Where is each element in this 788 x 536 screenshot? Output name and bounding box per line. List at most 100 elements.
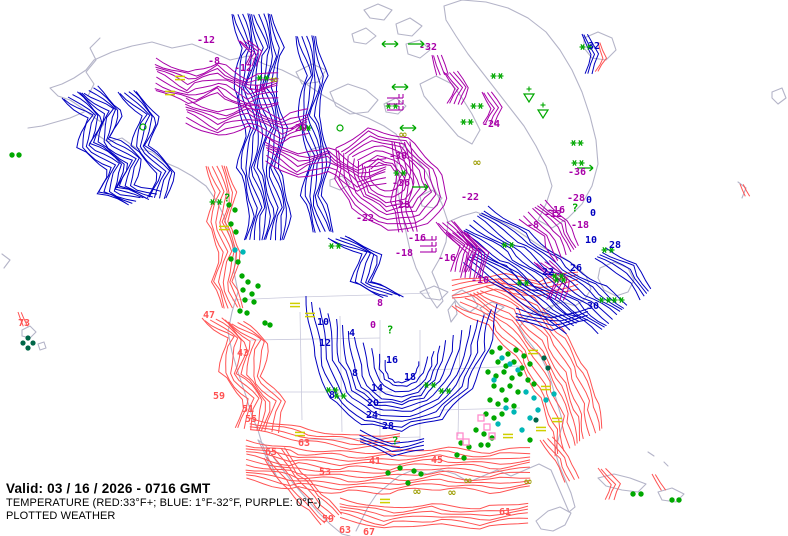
station-symbol-dot bbox=[458, 440, 464, 446]
station-symbol-snow bbox=[516, 279, 530, 287]
contours-red-warm bbox=[17, 41, 751, 530]
station-symbol-snow bbox=[598, 296, 612, 304]
station-symbol-sq bbox=[456, 432, 464, 440]
station-symbol-ddot bbox=[20, 340, 26, 346]
station-symbol-snow bbox=[570, 139, 584, 147]
contour-label: 4 bbox=[349, 328, 355, 339]
contour-label: -16 bbox=[547, 205, 565, 216]
station-symbol-haze bbox=[305, 312, 315, 318]
station-symbol-snow bbox=[470, 102, 484, 110]
station-symbol-dot bbox=[491, 383, 497, 389]
contour-label: 8 bbox=[377, 298, 383, 309]
svg-text:∞: ∞ bbox=[412, 485, 421, 498]
station-symbol-dot bbox=[226, 202, 232, 208]
contour-label: -36 bbox=[392, 178, 410, 189]
station-symbol-dot bbox=[527, 361, 533, 367]
contour-label: 16 bbox=[386, 355, 398, 366]
contour-label: -10 bbox=[471, 275, 489, 286]
contour-label: 22 bbox=[542, 267, 554, 278]
station-symbol-snow bbox=[438, 387, 452, 395]
station-symbol-inf: ∞ bbox=[472, 156, 481, 169]
contour-label: 67 bbox=[363, 527, 375, 536]
station-symbol-cdot bbox=[543, 397, 549, 403]
contours-purple-frigid bbox=[154, 39, 579, 301]
station-symbol-dot bbox=[251, 299, 257, 305]
svg-text:?: ? bbox=[392, 435, 399, 448]
station-symbol-haze bbox=[295, 431, 305, 437]
contour-label: -8 bbox=[527, 220, 539, 231]
station-symbol-snow bbox=[553, 276, 567, 284]
station-symbol-dot bbox=[485, 442, 491, 448]
station-symbol-dot bbox=[525, 377, 531, 383]
station-symbol-barb bbox=[420, 236, 437, 241]
station-symbol-sq bbox=[477, 414, 485, 422]
contour-label: 0 bbox=[590, 208, 596, 219]
station-symbol-oc bbox=[139, 123, 147, 131]
station-symbol-haze bbox=[528, 349, 538, 355]
station-plots: ? ∞ ∞ ∞ ∞ ∞ ∞ ∞??? bbox=[9, 40, 682, 504]
station-symbol-barb bbox=[387, 100, 404, 105]
station-symbol-ddot bbox=[545, 365, 551, 371]
contour-label: 47 bbox=[203, 310, 215, 321]
station-symbol-haze bbox=[536, 426, 546, 432]
station-symbol-snow bbox=[333, 392, 347, 400]
station-symbol-q: ? bbox=[392, 435, 399, 448]
station-symbol-dot bbox=[239, 273, 245, 279]
station-symbol-snow bbox=[501, 241, 515, 249]
map-footer: Valid: 03 / 16 / 2026 - 0716 GMT TEMPERA… bbox=[6, 481, 321, 523]
station-symbol-haze bbox=[503, 433, 513, 439]
station-symbol-dot bbox=[16, 152, 22, 158]
svg-text:?: ? bbox=[224, 192, 231, 205]
contour-label: -20 bbox=[289, 123, 307, 134]
temperature-legend-label: TEMPERATURE (RED:33°F+; BLUE: 1°F-32°F, … bbox=[6, 496, 322, 509]
contour-label: 51 bbox=[242, 404, 254, 415]
station-symbol-arl bbox=[399, 124, 417, 132]
station-symbol-snow bbox=[393, 169, 407, 177]
station-symbol-dot bbox=[485, 369, 491, 375]
contour-label: 28 bbox=[382, 421, 394, 432]
station-symbol-sq bbox=[488, 432, 496, 440]
station-symbol-dot bbox=[237, 308, 243, 314]
station-symbol-dot bbox=[499, 387, 505, 393]
station-symbol-cdot bbox=[535, 407, 541, 413]
station-symbol-dot bbox=[515, 389, 521, 395]
station-symbol-dot bbox=[519, 365, 525, 371]
contour-label: 0 bbox=[370, 320, 376, 331]
station-symbol-snow bbox=[490, 72, 504, 80]
station-symbol-ddot bbox=[533, 417, 539, 423]
station-symbol-haze bbox=[552, 417, 562, 423]
station-symbol-dot bbox=[461, 455, 467, 461]
contour-label: 32 bbox=[588, 41, 600, 52]
station-symbol-dot bbox=[491, 415, 497, 421]
station-symbol-dot bbox=[405, 480, 411, 486]
station-symbol-snow bbox=[601, 246, 615, 254]
station-symbol-dot bbox=[505, 351, 511, 357]
contour-value-labels: -12-8-12-16-20-32-24-30-36-28-18-16-10-2… bbox=[18, 35, 621, 536]
contour-label: 10 bbox=[317, 317, 329, 328]
station-symbol-inf: ∞ bbox=[463, 474, 472, 487]
station-symbol-dot bbox=[489, 435, 495, 441]
station-symbol-snow bbox=[579, 43, 593, 51]
station-symbol-ddot bbox=[25, 335, 31, 341]
station-symbol-dot bbox=[509, 375, 515, 381]
station-symbol-ddot bbox=[25, 345, 31, 351]
svg-text:∞: ∞ bbox=[447, 486, 456, 499]
station-symbol-inf: ∞ bbox=[447, 486, 456, 499]
contour-label: -22 bbox=[356, 213, 374, 224]
contour-label: 26 bbox=[570, 263, 582, 274]
station-symbol-dot bbox=[481, 431, 487, 437]
station-symbol-snow bbox=[423, 381, 437, 389]
station-symbol-snow bbox=[571, 159, 585, 167]
station-symbol-dot bbox=[521, 353, 527, 359]
station-symbol-cdot bbox=[240, 249, 246, 255]
contour-label: -30 bbox=[389, 151, 407, 162]
contour-label: 24 bbox=[366, 410, 378, 421]
contour-label: -32 bbox=[419, 42, 437, 53]
station-symbol-snow bbox=[460, 118, 474, 126]
contour-label: 53 bbox=[319, 467, 331, 478]
station-symbol-dot bbox=[385, 470, 391, 476]
station-symbol-tri bbox=[522, 86, 536, 104]
station-symbol-arr bbox=[408, 40, 425, 48]
station-symbol-dot bbox=[267, 322, 273, 328]
